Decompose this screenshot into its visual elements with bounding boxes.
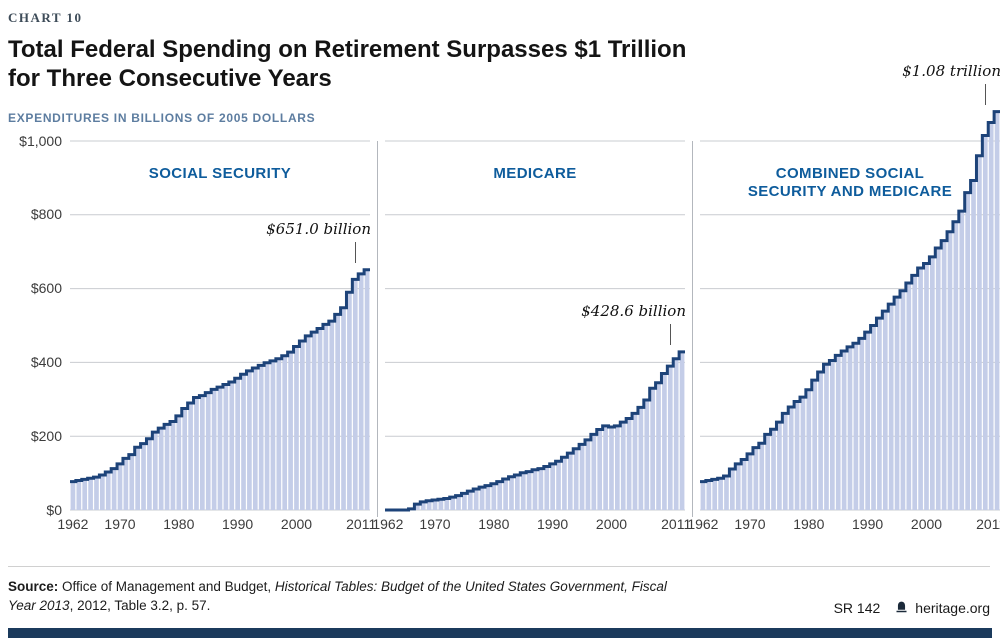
chart-canvas-combined [700,109,1000,511]
x-tick-label: 1962 [372,515,404,532]
x-tick-label: 2011 [661,515,692,532]
annotation-pointer-line [985,84,986,106]
footer-divider [8,565,990,567]
plot-combined: COMBINED SOCIAL SECURITY AND MEDICARE $1… [700,62,1000,511]
x-axis-social-security: 1962 1970 1980 1990 2000 2011 [57,515,376,542]
panel-separator [377,140,378,517]
x-tick-label: 2000 [910,515,943,532]
plot-social-security: SOCIAL SECURITY $651.0 billion [70,140,371,511]
panel-title-medicare: MEDICARE [493,164,577,182]
panel-title-social-security: SOCIAL SECURITY [148,164,292,182]
annotation-medicare: $428.6 billion [581,302,686,321]
site-name: heritage.org [915,599,990,616]
x-tick-label: 2011 [976,515,1000,532]
annotation-pointer-line [670,324,671,346]
x-tick-label: 1980 [163,515,195,532]
x-tick-label: 1970 [734,515,766,532]
heritage-logo-icon [894,600,909,615]
footer-branding: SR 142 heritage.org [834,600,990,616]
x-tick-label: 2000 [595,515,628,532]
chart-area: $1,000 $800 $600 $400 $200 $0 SOCIAL SECURITY… [8,62,1000,542]
x-tick-label: 1980 [478,515,510,532]
footer: Source: Office of Management and Budget,… [8,577,1000,616]
report-id: SR 142 [833,599,881,616]
y-tick-label: $1,000 [19,132,62,149]
y-tick-label: $400 [30,353,62,370]
y-axis: $1,000 $800 $600 $400 $200 $0 [8,133,62,518]
x-axis-combined: 1962 1970 1980 1990 2000 2011 [687,515,1000,542]
y-tick-label: $200 [30,427,62,444]
panel-title-combined: COMBINED SOCIAL SECURITY AND MEDICARE [747,164,953,201]
x-tick-label: 2011 [346,515,377,532]
x-tick-label: 1962 [57,515,89,532]
chart-number-label: CHART 10 [8,10,83,25]
chart-canvas-medicare [385,140,685,512]
annotation-pointer-line [355,242,356,264]
title-line-2: for Three Consecutive Years [8,65,332,93]
x-tick-label: 1970 [419,515,451,532]
panel-medicare: MEDICARE $428.6 billion 1962 1970 1980 1990… [372,140,691,542]
x-tick-label: 1990 [852,515,884,532]
chart-canvas-social-security [70,140,370,511]
panel-separator [692,140,693,517]
x-tick-label: 2000 [280,515,313,532]
chart-subtitle: EXPENDITURES IN BILLIONS OF 2005 DOLLARS [8,110,316,125]
annotation-combined: $1.08 trillion [902,62,1000,81]
x-tick-label: 1970 [104,515,136,532]
x-tick-label: 1990 [537,515,569,532]
x-tick-label: 1980 [793,515,825,532]
plot-medicare: MEDICARE $428.6 billion [385,140,686,512]
panel-combined: COMBINED SOCIAL SECURITY AND MEDICARE $1… [687,62,1000,542]
x-axis-medicare: 1962 1970 1980 1990 2000 2011 [372,515,691,542]
bottom-accent-bar [8,628,992,638]
y-tick-label: $600 [30,280,62,297]
y-tick-label: $800 [30,206,62,223]
page-title: Total Federal Spending on Retirement Sur… [8,35,1000,94]
panel-social-security: SOCIAL SECURITY $651.0 billion 1962 1970 1… [57,140,376,542]
x-tick-label: 1962 [687,515,719,532]
source-note: Source: Office of Management and Budget,… [8,578,667,614]
x-tick-label: 1990 [222,515,254,532]
annotation-social-security: $651.0 billion [266,220,371,239]
title-line-1: Total Federal Spending on Retirement Sur… [8,36,687,63]
y-tick-label: $0 [46,501,62,518]
